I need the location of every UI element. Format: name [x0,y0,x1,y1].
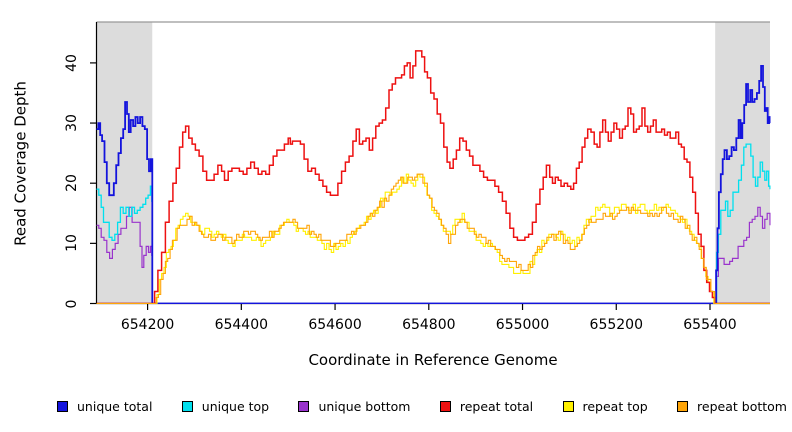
x-tick-label: 655000 [495,317,550,333]
series-unique-bottom [96,206,771,304]
unique-bottom-swatch-icon [298,401,310,412]
y-tick-label: 10 [64,234,80,253]
series-repeat-bottom [96,173,770,304]
legend-item-unique-top: unique top [181,399,270,414]
legend-label: unique bottom [318,399,411,414]
plot-svg [90,21,771,310]
plot-canvas [90,21,771,310]
legend-item-repeat-top: repeat top [562,399,648,414]
y-tick-label: 30 [64,114,80,132]
y-tick-label: 20 [64,174,80,193]
legend-item-repeat-bottom: repeat bottom [677,399,787,414]
legend-item-repeat-total: repeat total [439,399,534,414]
x-tick-label: 655400 [683,317,737,333]
x-tick-label: 654800 [402,317,456,333]
x-tick-label: 654400 [214,317,269,333]
repeat-bottom-swatch-icon [677,401,689,412]
x-tick-label: 654200 [120,317,175,333]
legend-item-unique-bottom: unique bottom [298,399,411,414]
y-tick-label: 0 [64,299,80,308]
legend: unique total unique top unique bottom re… [57,399,787,414]
legend-label: repeat top [582,399,648,414]
legend-label: unique total [77,399,153,414]
series-unique-top [96,143,771,304]
y-tick-label: 40 [64,53,80,72]
x-axis-title: Coordinate in Reference Genome [308,351,558,369]
series-repeat-top [96,173,770,304]
unique-total-swatch-icon [57,401,68,412]
y-axis-title: Read Coverage Depth [11,81,30,246]
legend-label: repeat total [459,399,534,414]
series-repeat-total [96,50,770,304]
legend-label: repeat bottom [697,399,787,414]
unique-top-swatch-icon [181,401,193,412]
repeat-top-swatch-icon [562,401,574,412]
legend-label: unique top [201,399,270,414]
coverage-plot: 654200 654400 654600 654800 655000 655200 6554… [11,21,771,369]
series-unique-total [96,65,771,304]
x-tick-label: 654600 [308,317,362,333]
repeat-total-swatch-icon [439,401,451,412]
legend-item-unique-total: unique total [57,399,152,414]
x-tick-label: 655200 [589,317,643,333]
